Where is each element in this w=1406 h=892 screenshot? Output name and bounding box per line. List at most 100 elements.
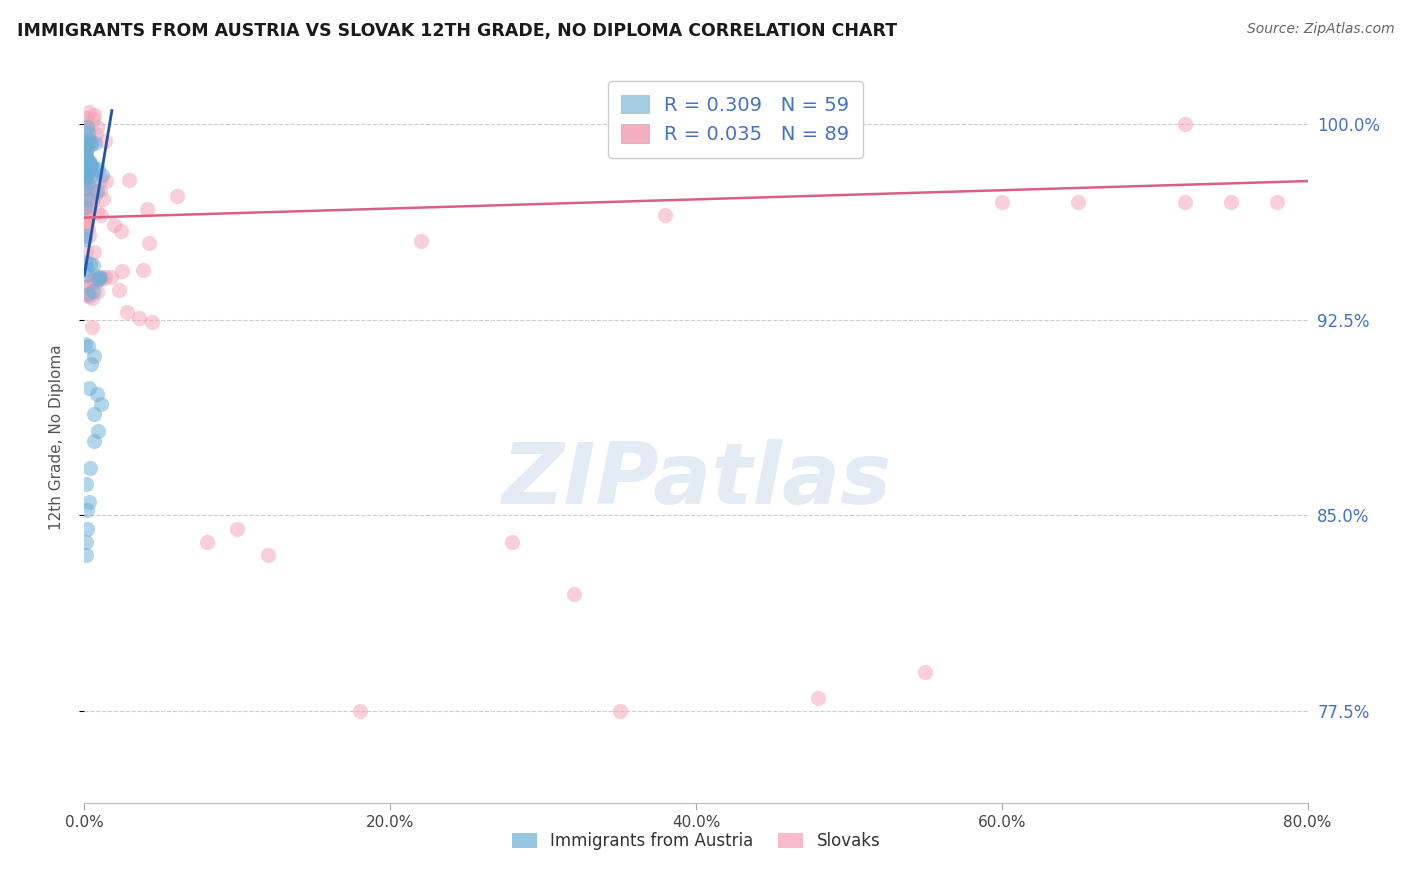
Point (115, 305, 138, 319)
Point (82, 285, 104, 299)
Point (107, 283, 129, 297)
Point (118, 173, 141, 187)
Point (77, 105, 100, 120)
Point (75, 160, 97, 174)
Point (79, 153, 101, 168)
Point (76, 182, 98, 196)
Point (86, 272, 108, 286)
Point (79, 257, 101, 271)
Point (76, 132, 98, 146)
Point (86, 120, 108, 135)
Point (807, 691, 830, 706)
Point (75, 244, 97, 259)
Point (100, 270, 122, 285)
Point (166, 189, 188, 203)
Text: ZIPatlas: ZIPatlas (501, 440, 891, 523)
Point (86, 387, 108, 401)
Point (77, 289, 100, 303)
Point (73, 172, 96, 186)
Point (82, 160, 104, 174)
Point (79, 461, 101, 475)
Point (654, 208, 676, 222)
Point (128, 311, 150, 326)
Point (77, 117, 100, 131)
Point (73, 157, 96, 171)
Point (73, 134, 96, 148)
Point (76, 276, 98, 290)
Point (83, 188, 105, 202)
Point (76, 503, 98, 517)
Point (349, 705, 371, 719)
Point (82, 259, 104, 273)
Point (73, 198, 96, 212)
Text: IMMIGRANTS FROM AUSTRIA VS SLOVAK 12TH GRADE, NO DIPLOMA CORRELATION CHART: IMMIGRANTS FROM AUSTRIA VS SLOVAK 12TH G… (17, 22, 897, 40)
Point (84, 276, 107, 290)
Point (132, 263, 155, 277)
Point (75, 255, 97, 269)
Point (1174, 117, 1197, 131)
Point (77, 279, 100, 293)
Point (76, 222, 98, 236)
Point (1174, 194, 1197, 209)
Point (138, 236, 160, 251)
Point (91, 272, 114, 286)
Point (76, 201, 98, 215)
Point (89, 183, 111, 197)
Point (502, 534, 524, 549)
Point (1067, 194, 1090, 209)
Text: Source: ZipAtlas.com: Source: ZipAtlas.com (1247, 22, 1395, 37)
Point (86, 205, 108, 219)
Point (76, 169, 98, 183)
Point (75, 112, 97, 126)
Point (77, 495, 100, 509)
Point (79, 160, 101, 174)
Point (84, 128, 107, 142)
Point (86, 184, 108, 198)
Point (79, 158, 101, 172)
Point (91, 192, 114, 206)
Point (84, 268, 107, 283)
Point (75, 548, 97, 562)
Point (73, 232, 96, 246)
Point (77, 210, 100, 224)
Point (409, 234, 432, 248)
Point (83, 273, 105, 287)
Point (73, 166, 96, 180)
Point (76, 142, 98, 156)
Point (86, 424, 108, 438)
Point (73, 182, 96, 196)
Point (80, 319, 103, 334)
Y-axis label: 12th Grade, No Diploma: 12th Grade, No Diploma (49, 344, 63, 530)
Point (83, 245, 105, 260)
Point (90, 396, 112, 410)
Legend: Immigrants from Austria, Slovaks: Immigrants from Austria, Slovaks (505, 825, 887, 856)
Point (77, 179, 100, 194)
Point (79, 182, 101, 196)
Point (84, 163, 107, 178)
Point (80, 156, 103, 170)
Point (110, 223, 132, 237)
Point (79, 228, 101, 243)
Point (76, 522, 98, 536)
Point (111, 264, 134, 278)
Point (73, 217, 96, 231)
Point (76, 167, 98, 181)
Point (75, 208, 97, 222)
Point (75, 288, 97, 302)
Point (77, 153, 100, 168)
Point (77, 381, 100, 395)
Point (94, 134, 117, 148)
Point (77, 126, 100, 140)
Point (73, 145, 96, 159)
Point (80, 169, 103, 183)
Point (141, 315, 163, 329)
Point (75, 144, 97, 158)
Point (79, 201, 101, 215)
Point (76, 192, 98, 206)
Point (76, 214, 98, 228)
Point (82, 193, 104, 207)
Point (136, 202, 159, 216)
Point (75, 149, 97, 163)
Point (103, 218, 125, 232)
Point (76, 194, 98, 208)
